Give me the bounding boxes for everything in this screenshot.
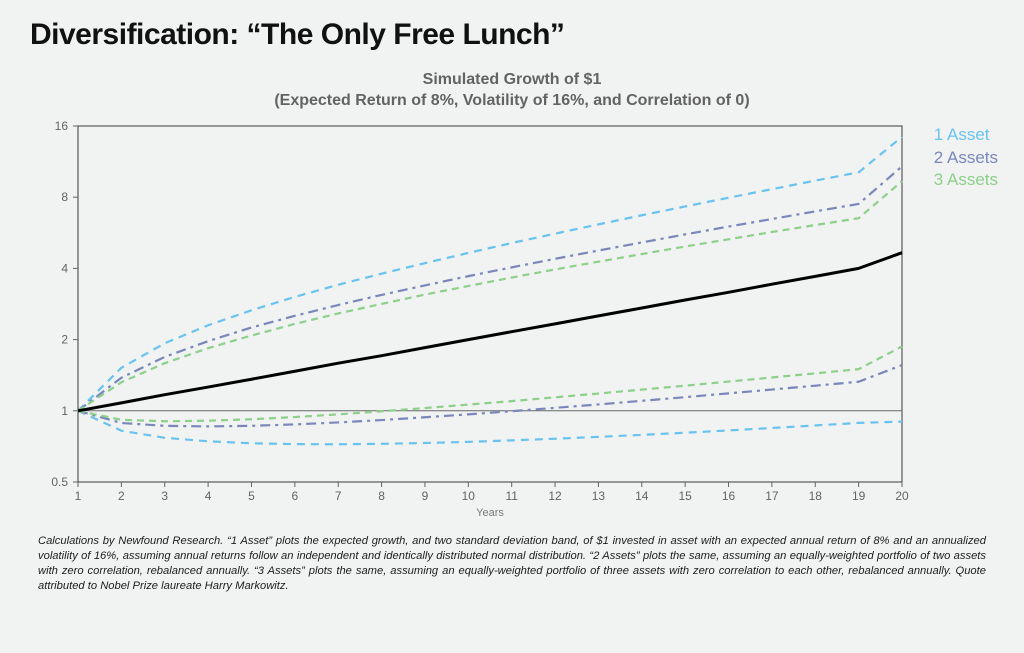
x-tick-label: 16 <box>722 489 736 503</box>
x-axis-label: Years <box>476 507 504 519</box>
x-tick-label: 13 <box>592 489 606 503</box>
legend-item: 3 Assets <box>934 169 998 192</box>
legend-item: 2 Assets <box>934 147 998 170</box>
y-tick-label: 8 <box>61 190 68 204</box>
chart-footnote: Calculations by Newfound Research. “1 As… <box>38 534 986 594</box>
page-title: Diversification: “The Only Free Lunch” <box>30 18 994 52</box>
y-tick-label: 0.5 <box>51 475 68 489</box>
x-tick-label: 6 <box>291 489 298 503</box>
x-tick-label: 5 <box>248 489 255 503</box>
y-tick-label: 2 <box>61 332 68 346</box>
x-tick-label: 2 <box>118 489 125 503</box>
growth-chart: 0.51248161234567891011121314151617181920… <box>30 116 994 524</box>
series-asset1_lower <box>78 410 902 443</box>
y-tick-label: 1 <box>61 403 68 417</box>
x-tick-label: 12 <box>548 489 562 503</box>
x-tick-label: 10 <box>462 489 476 503</box>
chart-title-block: Simulated Growth of $1 (Expected Return … <box>30 70 994 112</box>
chart-title-line1: Simulated Growth of $1 <box>30 70 994 91</box>
x-tick-label: 20 <box>895 489 909 503</box>
x-tick-label: 9 <box>422 489 429 503</box>
chart-title-line2: (Expected Return of 8%, Volatility of 16… <box>30 91 994 112</box>
x-tick-label: 19 <box>852 489 866 503</box>
series-asset1_upper <box>78 136 902 410</box>
series-expected <box>78 252 902 410</box>
series-asset3_lower <box>78 346 902 421</box>
x-tick-label: 1 <box>75 489 82 503</box>
chart-legend: 1 Asset2 Assets3 Assets <box>934 124 998 193</box>
x-tick-label: 11 <box>505 489 518 503</box>
x-tick-label: 17 <box>765 489 779 503</box>
legend-item: 1 Asset <box>934 124 998 147</box>
x-tick-label: 4 <box>205 489 212 503</box>
series-asset2_lower <box>78 365 902 426</box>
x-tick-label: 15 <box>678 489 692 503</box>
x-tick-label: 3 <box>161 489 168 503</box>
series-asset2_upper <box>78 166 902 410</box>
x-tick-label: 8 <box>378 489 385 503</box>
page-root: Diversification: “The Only Free Lunch” S… <box>0 0 1024 653</box>
y-tick-label: 16 <box>55 119 69 133</box>
x-tick-label: 7 <box>335 489 342 503</box>
y-tick-label: 4 <box>61 261 68 275</box>
x-tick-label: 14 <box>635 489 649 503</box>
series-asset3_upper <box>78 181 902 411</box>
chart-container: 0.51248161234567891011121314151617181920… <box>30 116 994 524</box>
x-tick-label: 18 <box>809 489 823 503</box>
